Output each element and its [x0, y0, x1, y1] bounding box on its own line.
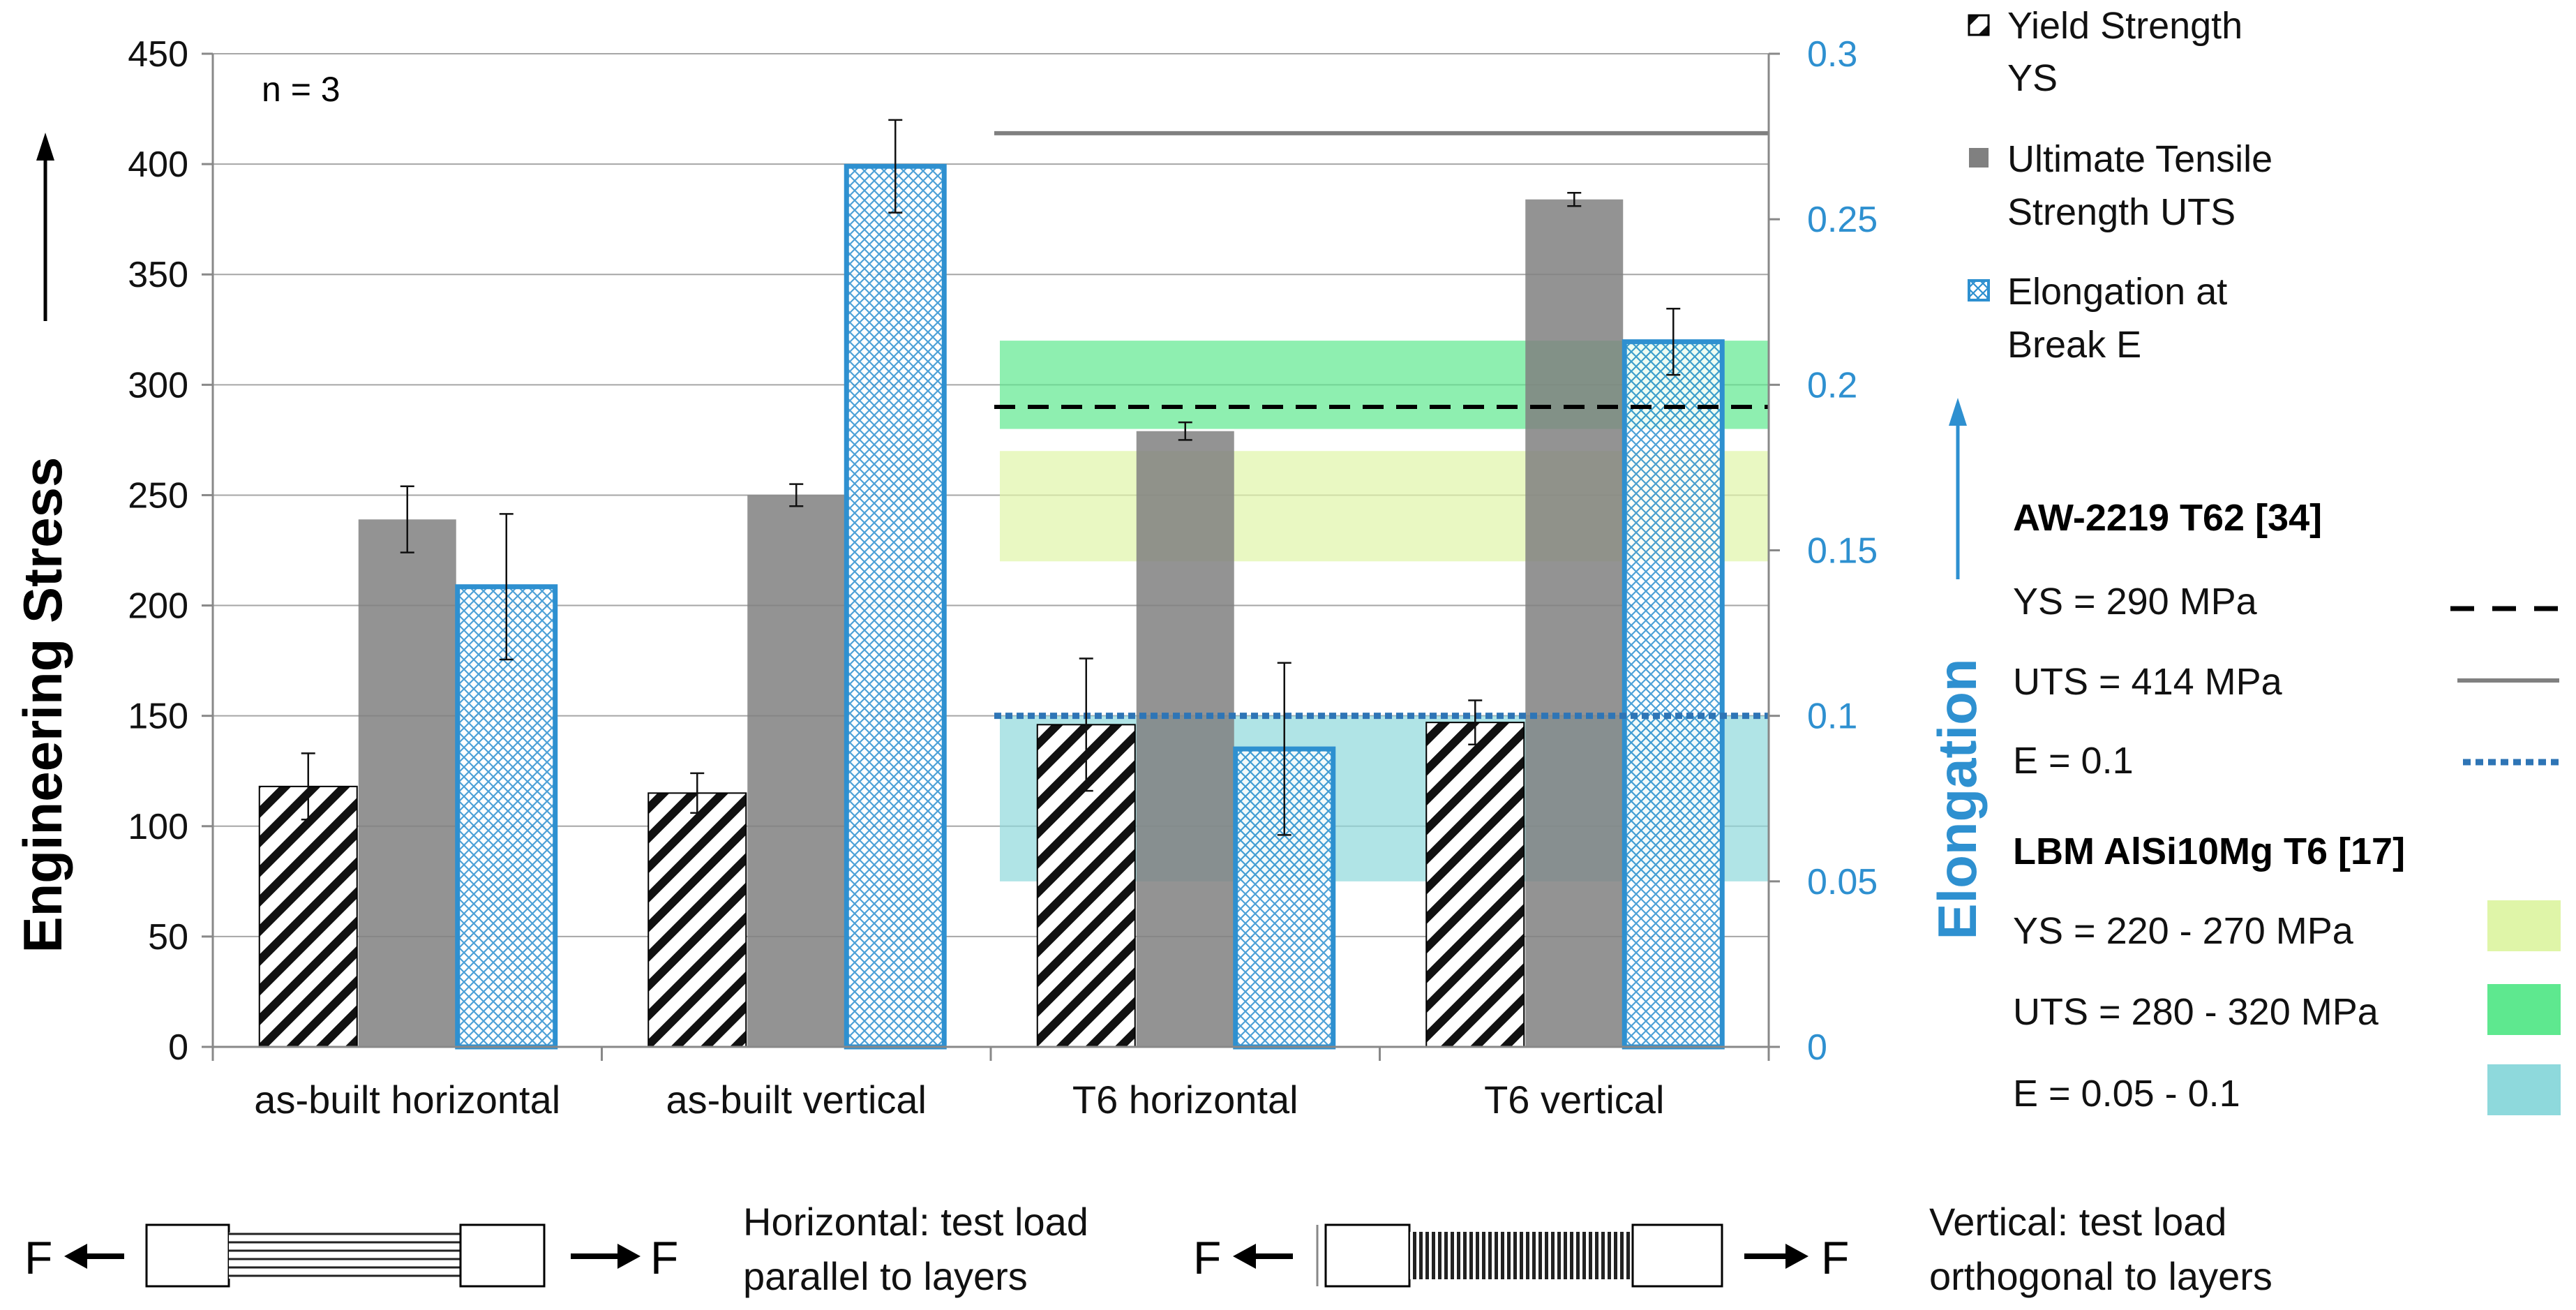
- bar: [747, 495, 846, 1047]
- legend-swatch-ys: [1968, 14, 1990, 36]
- bar: [1622, 339, 1725, 1050]
- aw-uts-label: UTS = 414 MPa: [2013, 661, 2283, 703]
- y2-tick-label: 0.2: [1807, 365, 1857, 405]
- bar: [358, 519, 456, 1047]
- legend-swatch-uts: [1969, 148, 1989, 168]
- specimen-vertical: F F Vertical: test load orthogonal to la…: [1193, 1200, 2272, 1298]
- y-tick-label: 50: [148, 917, 188, 958]
- legend-label-ys-2: YS: [2007, 57, 2058, 99]
- reference-lines: [994, 131, 1769, 720]
- y2-axis-title: Elongation: [1926, 659, 1988, 940]
- lbm-uts-label: UTS = 280 - 320 MPa: [2013, 991, 2379, 1033]
- lbm-ys-swatch: [2487, 900, 2561, 951]
- y2-tick-label: 0.25: [1807, 200, 1878, 240]
- error-bars: [301, 119, 1681, 836]
- specimen-horizontal: F F Horizontal: test load parallel to la…: [24, 1200, 1088, 1298]
- aw-title: AW-2219 T62 [34]: [2013, 497, 2322, 539]
- y2-tick-label: 0.05: [1807, 862, 1878, 902]
- y2-tick-label: 0.1: [1807, 697, 1857, 737]
- y-axis-arrow: [36, 133, 54, 321]
- vertical-caption-1: Vertical: test load: [1929, 1200, 2226, 1244]
- bar: [258, 785, 358, 1048]
- force-label-right-2: F: [1821, 1232, 1849, 1283]
- legend-label-ys-1: Yield Strength: [2007, 5, 2242, 47]
- y-tick-label: 300: [128, 365, 188, 405]
- bar: [1136, 431, 1234, 1047]
- horizontal-caption-1: Horizontal: test load: [743, 1200, 1088, 1244]
- y-tick-label: 200: [128, 586, 188, 627]
- x-tick-label: T6 horizontal: [1072, 1078, 1298, 1122]
- horizontal-layers-icon: [229, 1233, 460, 1279]
- y2-tick-label: 0.3: [1807, 34, 1857, 75]
- bar: [455, 584, 558, 1050]
- lbm-ys-label: YS = 220 - 270 MPa: [2013, 910, 2354, 952]
- bar: [647, 792, 747, 1048]
- reference-legend: AW-2219 T62 [34] YS = 290 MPa UTS = 414 …: [2013, 497, 2561, 1115]
- lbm-title: LBM AlSi10Mg T6 [17]: [2013, 831, 2405, 872]
- lbm-e-label: E = 0.05 - 0.1: [2013, 1073, 2240, 1115]
- legend-label-elongation-1: Elongation at: [2007, 271, 2227, 313]
- legend-label-uts-1: Ultimate Tensile: [2007, 138, 2272, 180]
- y-axis-title: Engineering Stress: [12, 457, 73, 953]
- force-label-left-2: F: [1193, 1232, 1221, 1283]
- x-tick-label: T6 vertical: [1484, 1078, 1664, 1122]
- y-tick-label: 150: [128, 697, 188, 737]
- y2-tick-label: 0: [1807, 1027, 1827, 1068]
- y2-tick-label: 0.15: [1807, 531, 1878, 572]
- y-tick-label: 450: [128, 34, 188, 75]
- bar: [844, 163, 947, 1050]
- x-tick-label: as-built vertical: [666, 1078, 927, 1122]
- y2-axis-arrow: [1949, 398, 1967, 579]
- y-tick-label: 100: [128, 807, 188, 847]
- y-tick-label: 250: [128, 475, 188, 516]
- force-label-left-1: F: [24, 1232, 52, 1283]
- lbm-e-swatch: [2487, 1064, 2561, 1115]
- axes: 0 50 100 150 200 250 300 350 400 450 0 0.05 0.1 0.15 0…: [128, 34, 1878, 1122]
- legend-label-elongation-2: Break E: [2007, 324, 2141, 366]
- legend: Yield Strength YS Ultimate Tensile Stren…: [1968, 5, 2272, 366]
- sample-size-label: n = 3: [262, 70, 340, 109]
- bar: [1525, 199, 1624, 1047]
- legend-swatch-elongation: [1968, 279, 1990, 302]
- aw-ys-label: YS = 290 MPa: [2013, 581, 2258, 623]
- force-label-right-1: F: [650, 1232, 678, 1283]
- x-tick-label: as-built horizontal: [254, 1078, 560, 1122]
- vertical-layers-icon: [1409, 1232, 1633, 1279]
- legend-label-uts-2: Strength UTS: [2007, 191, 2236, 233]
- y-tick-label: 400: [128, 144, 188, 185]
- vertical-caption-2: orthogonal to layers: [1929, 1254, 2272, 1298]
- lbm-uts-swatch: [2487, 984, 2561, 1035]
- bars: [258, 163, 1725, 1050]
- aw-e-label: E = 0.1: [2013, 740, 2134, 782]
- y-tick-label: 0: [168, 1027, 188, 1068]
- horizontal-caption-2: parallel to layers: [743, 1254, 1028, 1298]
- bar: [1425, 722, 1525, 1048]
- y-tick-label: 350: [128, 255, 188, 295]
